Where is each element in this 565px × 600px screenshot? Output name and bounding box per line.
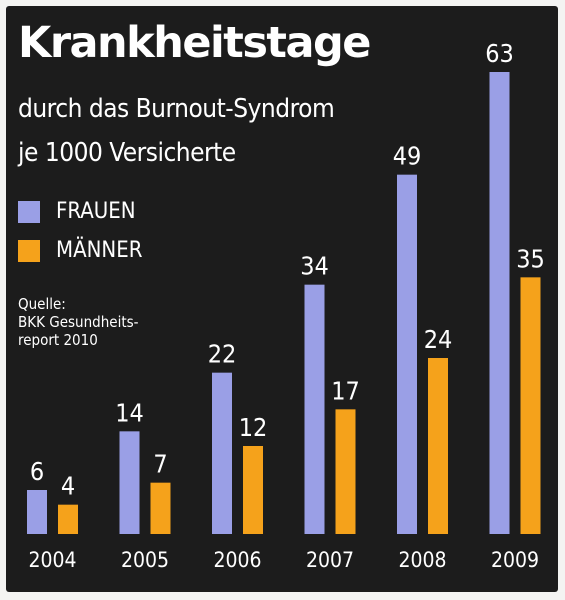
legend-swatch-maenner xyxy=(18,240,40,262)
value-label-maenner-2004: 4 xyxy=(61,472,75,501)
x-tick-label-2005: 2005 xyxy=(121,548,169,572)
bar-maenner-2008 xyxy=(428,358,448,534)
bar-maenner-2006 xyxy=(243,446,263,534)
x-tick-label-2009: 2009 xyxy=(491,548,539,572)
value-label-frauen-2009: 63 xyxy=(485,39,514,68)
value-label-maenner-2007: 17 xyxy=(331,376,360,405)
x-tick-label-2004: 2004 xyxy=(28,548,76,572)
legend-label-frauen: FRAUEN xyxy=(56,199,136,224)
value-label-frauen-2008: 49 xyxy=(393,142,422,171)
chart-subtitle-line2: je 1000 Versicherte xyxy=(18,138,236,168)
x-tick-label-2007: 2007 xyxy=(306,548,354,572)
bar-maenner-2009 xyxy=(520,277,541,534)
bar-chart: 64 2004 14 7 2005 22 12 2006 34 17 2007 49 24 2008 63 3… xyxy=(27,39,545,572)
bar-frauen-2005 xyxy=(119,431,140,534)
bar-frauen-2004 xyxy=(27,490,47,534)
bar-maenner-2007 xyxy=(335,409,356,534)
bar-frauen-2007 xyxy=(304,284,325,534)
legend-swatch-frauen xyxy=(18,201,40,223)
source-line2: BKK Gesundheits- xyxy=(18,313,139,331)
value-label-frauen-2006: 22 xyxy=(208,340,237,369)
value-label-maenner-2008: 24 xyxy=(424,325,453,354)
value-label-maenner-2006: 12 xyxy=(239,413,268,442)
chart-panel: Krankheitstage durch das Burnout-Syndrom… xyxy=(6,6,558,592)
chart-subtitle-line1: durch das Burnout-Syndrom xyxy=(18,94,335,124)
value-label-frauen-2005: 14 xyxy=(115,398,144,427)
bar-maenner-2004 xyxy=(58,504,78,534)
value-label-maenner-2009: 35 xyxy=(516,244,545,273)
source-line3: report 2010 xyxy=(18,331,98,349)
bar-frauen-2009 xyxy=(489,72,510,534)
legend-label-maenner: MÄNNER xyxy=(56,238,143,263)
chart-title: Krankheitstage xyxy=(18,18,371,68)
bar-frauen-2008 xyxy=(397,174,417,534)
x-tick-label-2008: 2008 xyxy=(398,548,446,572)
bar-maenner-2005 xyxy=(150,482,171,534)
bar-frauen-2006 xyxy=(212,372,232,534)
x-tick-label-2006: 2006 xyxy=(213,548,261,572)
source-label: Quelle: xyxy=(18,295,66,313)
value-label-frauen-2004: 6 xyxy=(30,457,44,486)
value-label-maenner-2005: 7 xyxy=(153,450,167,479)
value-label-frauen-2007: 34 xyxy=(300,252,329,281)
